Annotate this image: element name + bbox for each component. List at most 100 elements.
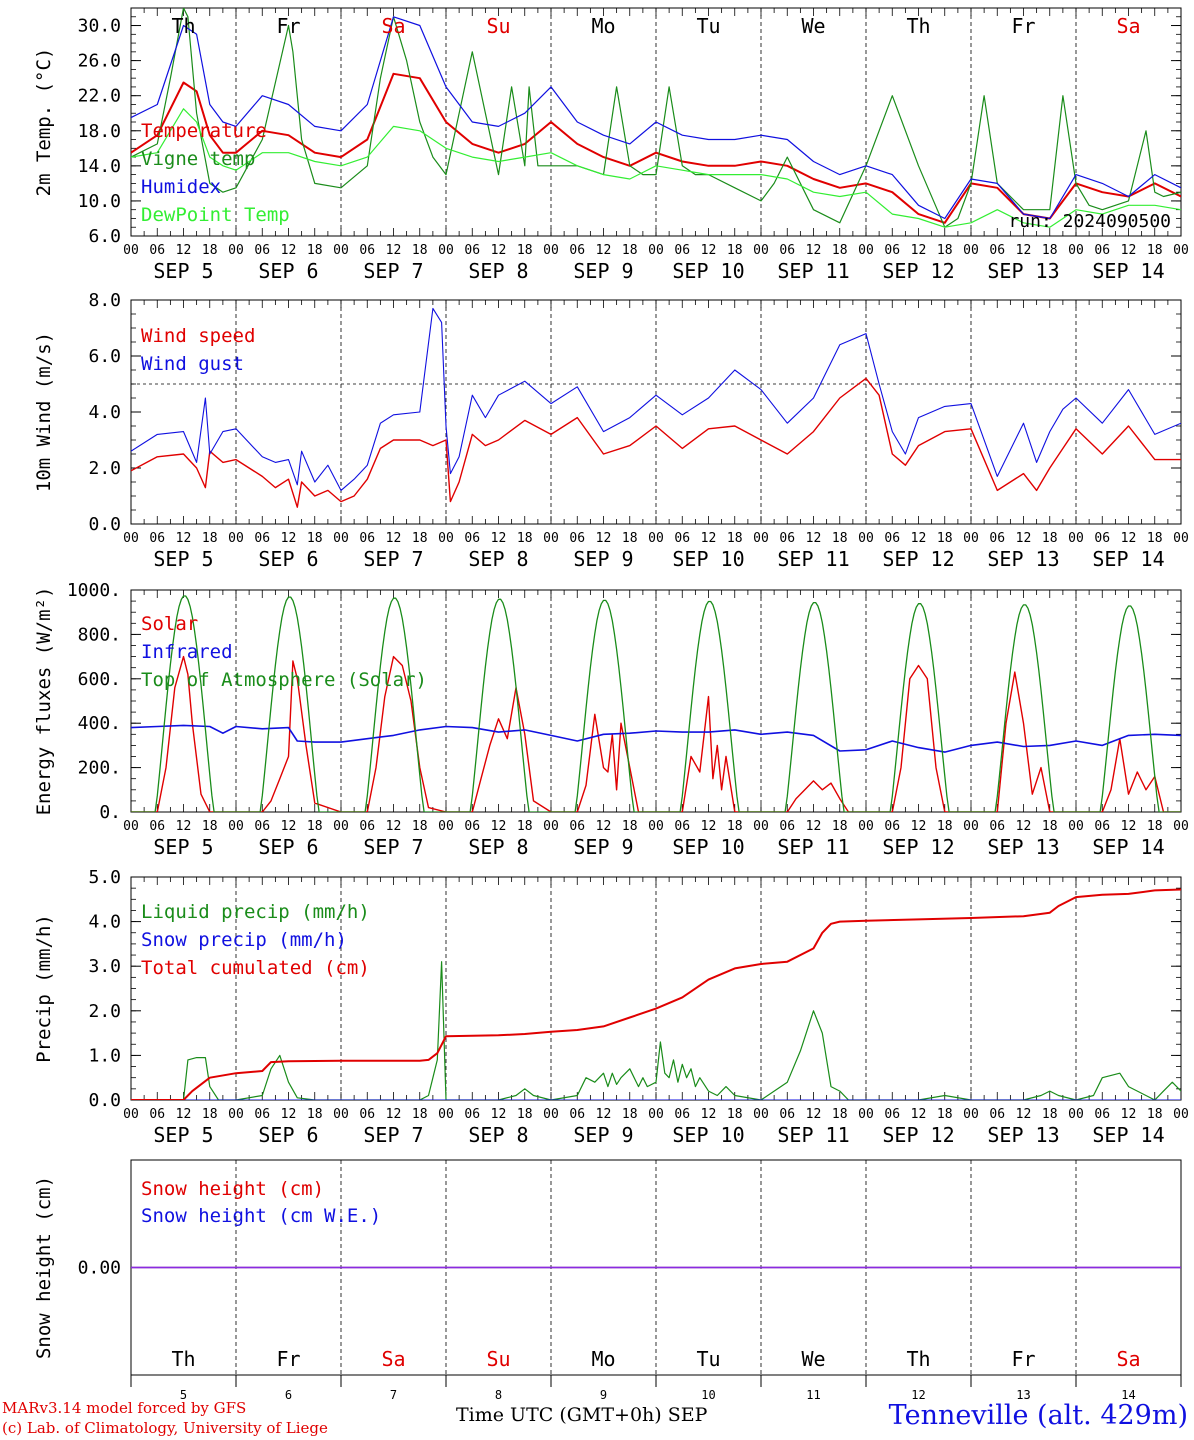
y-tick-label: 400.	[78, 713, 121, 734]
hour-tick-label: 00	[963, 531, 979, 546]
hour-tick-label: 12	[911, 1107, 927, 1122]
hour-tick-label: 06	[989, 1107, 1005, 1122]
date-label: SEP 7	[363, 259, 423, 283]
series-group	[131, 307, 1181, 508]
hour-tick-label: 12	[1016, 243, 1032, 258]
hour-tick-label: 00	[1068, 819, 1084, 834]
date-label: SEP 13	[987, 835, 1059, 859]
hour-tick-label: 00	[333, 819, 349, 834]
date-label: SEP 6	[258, 547, 318, 571]
hour-tick-label: 12	[1121, 1107, 1137, 1122]
series-line	[131, 16, 1181, 220]
date-label: SEP 14	[1092, 547, 1164, 571]
hour-tick-label: 12	[281, 819, 297, 834]
y-tick-label: 8.0	[88, 290, 121, 311]
hour-tick-label: 00	[228, 819, 244, 834]
hour-tick-label: 12	[176, 1107, 192, 1122]
weekday-label: Tu	[696, 1347, 720, 1371]
hour-tick-label: 00	[963, 243, 979, 258]
hour-tick-label: 12	[596, 531, 612, 546]
hour-tick-label: 18	[832, 1107, 848, 1122]
series-line	[131, 724, 1181, 753]
y-tick-label: 22.0	[78, 86, 121, 107]
y-axis-label: 10m Wind (m/s)	[33, 332, 55, 492]
hour-tick-label: 06	[359, 243, 375, 258]
hour-tick-label: 12	[1121, 243, 1137, 258]
hour-tick-label: 00	[438, 819, 454, 834]
hour-tick-label: 12	[806, 531, 822, 546]
hour-tick-label: 12	[701, 819, 717, 834]
hour-tick-label: 18	[1042, 531, 1058, 546]
date-label: SEP 10	[672, 259, 744, 283]
date-label: SEP 5	[153, 259, 213, 283]
series-line	[131, 108, 1181, 228]
legend-entry: Snow precip (mm/h)	[141, 929, 347, 951]
hour-tick-label: 18	[937, 531, 953, 546]
legend-entry: Snow height (cm)	[141, 1178, 324, 1200]
legend-entry: Wind speed	[141, 325, 255, 347]
hour-tick-label: 18	[517, 1107, 533, 1122]
hour-tick-label: 18	[1042, 819, 1058, 834]
weekday-label: Fr	[276, 14, 300, 38]
hour-tick-label: 18	[727, 819, 743, 834]
y-tick-label: 5.0	[88, 867, 121, 888]
hour-tick-label: 12	[386, 531, 402, 546]
weekday-label: Mo	[591, 14, 615, 38]
y-tick-label: 30.0	[78, 16, 121, 37]
hour-tick-label: 06	[1094, 819, 1110, 834]
hour-tick-label: 00	[648, 1107, 664, 1122]
date-label: SEP 5	[153, 547, 213, 571]
hour-tick-label: 00	[753, 243, 769, 258]
hour-tick-label: 18	[202, 819, 218, 834]
hour-tick-label: 00	[753, 819, 769, 834]
hour-tick-label: 06	[569, 819, 585, 834]
hour-tick-label: 00	[1173, 819, 1189, 834]
date-label: SEP 8	[468, 547, 528, 571]
hour-tick-label: 06	[254, 531, 270, 546]
hour-tick-label: 00	[123, 819, 139, 834]
panel-1	[130, 7, 1182, 237]
day-number: 14	[1121, 1388, 1135, 1402]
hour-tick-label: 00	[123, 531, 139, 546]
date-label: SEP 7	[363, 547, 423, 571]
weekday-label: We	[801, 1347, 825, 1371]
y-tick-label: 2.0	[88, 458, 121, 479]
weekday-label: Fr	[1011, 14, 1035, 38]
legend-entry: DewPoint Temp	[141, 204, 290, 226]
y-tick-label: 1.0	[88, 1045, 121, 1066]
hour-tick-label: 00	[1173, 1107, 1189, 1122]
legend-entry: Top of Atmosphere (Solar)	[141, 669, 427, 691]
hour-tick-label: 18	[1042, 1107, 1058, 1122]
hour-tick-label: 12	[491, 243, 507, 258]
day-number: 8	[495, 1388, 502, 1402]
hour-tick-label: 18	[832, 819, 848, 834]
hour-tick-label: 18	[622, 1107, 638, 1122]
hour-tick-label: 12	[806, 243, 822, 258]
date-label: SEP 10	[672, 547, 744, 571]
date-label: SEP 12	[882, 547, 954, 571]
hour-tick-label: 00	[1173, 243, 1189, 258]
y-tick-label: 6.0	[88, 226, 121, 247]
hour-tick-label: 00	[648, 819, 664, 834]
hour-tick-label: 18	[622, 243, 638, 258]
hour-tick-label: 00	[543, 531, 559, 546]
date-label: SEP 11	[777, 835, 849, 859]
weekday-label: Th	[906, 14, 930, 38]
hour-tick-label: 00	[858, 819, 874, 834]
date-label: SEP 12	[882, 835, 954, 859]
legend-entry: Infrared	[141, 641, 233, 663]
date-label: SEP 11	[777, 547, 849, 571]
hour-tick-label: 12	[281, 531, 297, 546]
hour-tick-label: 06	[674, 243, 690, 258]
hour-tick-label: 06	[359, 531, 375, 546]
hour-tick-label: 00	[858, 1107, 874, 1122]
legend-entry: Liquid precip (mm/h)	[141, 901, 370, 923]
hour-tick-label: 00	[858, 531, 874, 546]
day-number: 9	[600, 1388, 607, 1402]
hour-tick-label: 12	[701, 243, 717, 258]
hour-tick-label: 06	[674, 819, 690, 834]
hour-tick-label: 12	[176, 819, 192, 834]
series-group	[131, 8, 1181, 228]
day-number: 10	[701, 1388, 715, 1402]
run-annotation: run: 2024090500	[1008, 211, 1171, 232]
